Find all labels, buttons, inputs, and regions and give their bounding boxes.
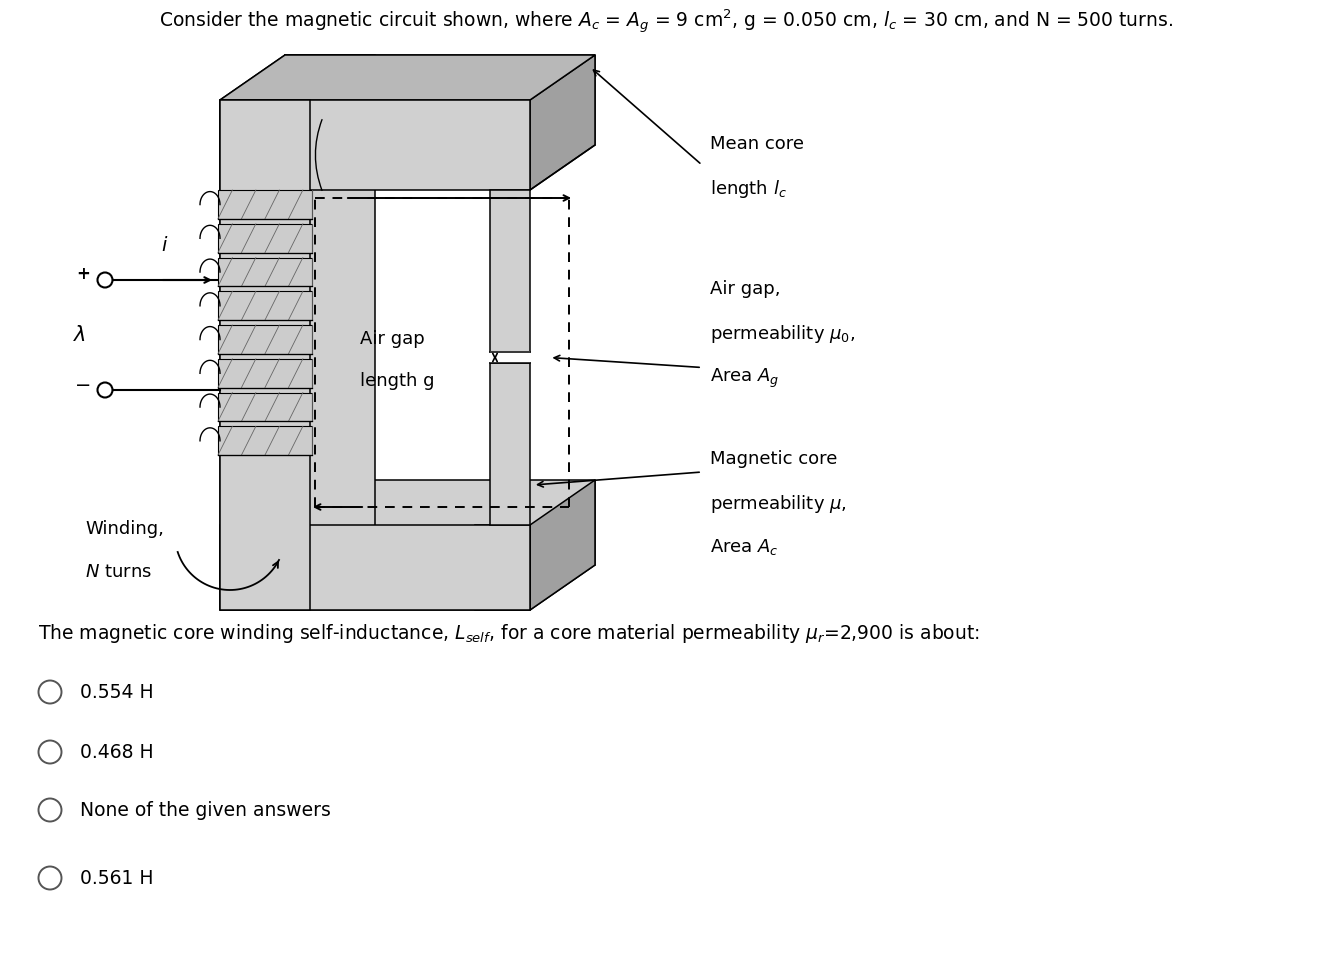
Polygon shape [490,364,530,525]
Polygon shape [220,55,285,610]
Polygon shape [285,480,595,565]
Polygon shape [490,190,530,351]
Polygon shape [530,145,595,190]
Text: permeability $\mu$,: permeability $\mu$, [710,493,847,515]
Text: Area $A_g$: Area $A_g$ [710,367,779,390]
Bar [218,190,312,219]
Text: Mean core: Mean core [710,135,805,153]
Text: Consider the magnetic circuit shown, where $A_c$ = $A_g$ = 9 cm$^2$, g = 0.050 c: Consider the magnetic circuit shown, whe… [159,8,1173,36]
Text: $i$: $i$ [161,236,169,255]
Polygon shape [220,55,595,100]
Text: 0.468 H: 0.468 H [80,742,153,761]
Text: Air gap,: Air gap, [710,280,781,298]
Text: The magnetic core winding self-inductance, $L_{self}$, for a core material perme: The magnetic core winding self-inductanc… [39,622,980,645]
Bar [218,325,312,353]
Bar [218,224,312,252]
Text: length g: length g [360,372,434,390]
Polygon shape [220,100,310,610]
Text: 0.554 H: 0.554 H [80,683,153,702]
Text: Air gap: Air gap [360,330,425,348]
Text: permeability $\mu_0$,: permeability $\mu_0$, [710,323,855,345]
Text: Magnetic: Magnetic [322,75,405,93]
Bar [218,359,312,388]
Text: $N$ turns: $N$ turns [85,563,152,581]
Polygon shape [285,55,376,565]
Polygon shape [220,525,530,610]
Text: None of the given answers: None of the given answers [80,801,330,820]
Polygon shape [530,55,595,190]
Text: Area $A_c$: Area $A_c$ [710,537,779,557]
Bar [218,393,312,421]
Text: 0.561 H: 0.561 H [80,869,153,887]
Text: Magnetic core: Magnetic core [710,450,838,468]
Text: $\lambda$: $\lambda$ [73,325,87,345]
Text: flux lines: flux lines [322,117,404,135]
Polygon shape [220,100,530,190]
Text: +: + [76,265,91,283]
Bar [490,351,530,364]
Polygon shape [220,565,595,610]
Bar [218,426,312,455]
Polygon shape [476,525,530,610]
Text: Winding,: Winding, [85,520,164,538]
Polygon shape [285,55,595,145]
Bar [218,257,312,286]
Polygon shape [530,480,595,610]
Text: −: − [75,376,91,396]
Text: length $l_c$: length $l_c$ [710,178,787,200]
Bar [218,291,312,320]
